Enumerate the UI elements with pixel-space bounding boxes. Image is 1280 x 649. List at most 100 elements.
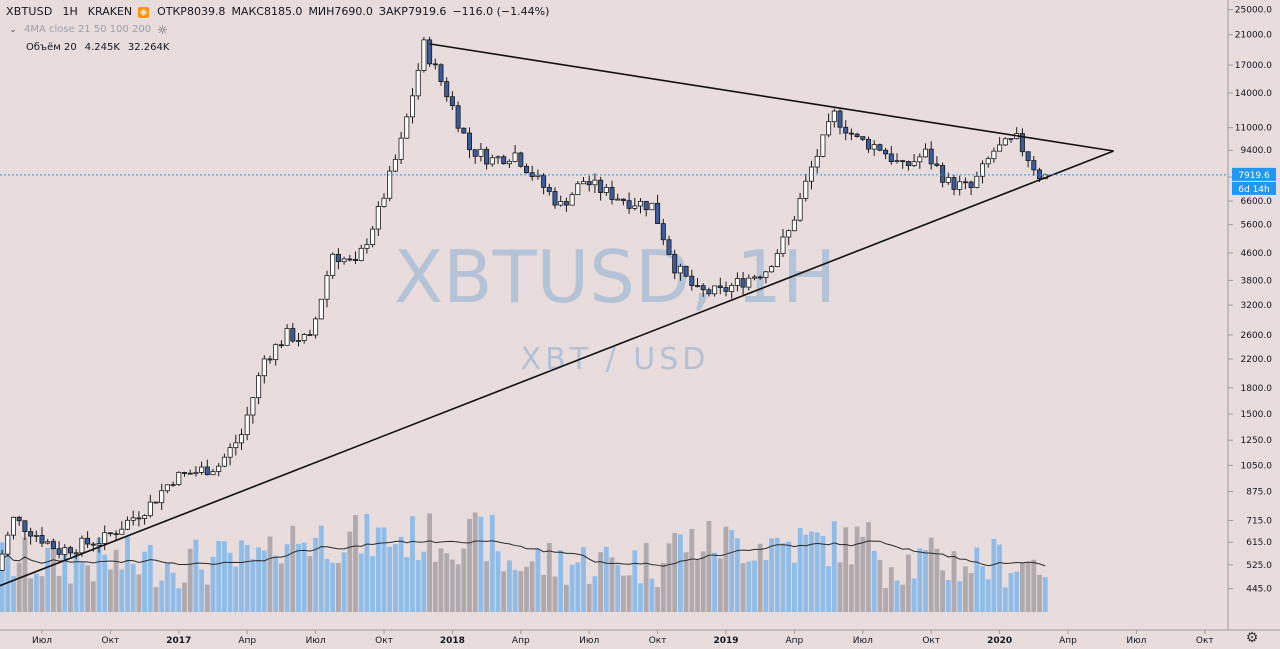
volume-bar [233, 566, 239, 612]
candle [911, 161, 917, 166]
volume-bar [712, 552, 717, 612]
volume-bar [507, 560, 512, 612]
candle [455, 105, 461, 129]
candle [581, 181, 587, 185]
volume-bar [643, 542, 649, 612]
price-tick-label: 2200.0 [1241, 355, 1273, 365]
volume-bar [951, 551, 957, 612]
volume-bar [39, 576, 45, 612]
volume-bar [56, 575, 62, 612]
volume-bar [695, 560, 700, 612]
volume-bar [997, 544, 1002, 612]
time-axis[interactable]: Июл Окт 2017 Апр Июл Окт 2018 Апр Июл Окт 2019 Апр И… [32, 630, 1214, 646]
candle [683, 265, 689, 277]
volume-bar [153, 587, 159, 612]
volume-bar [575, 562, 581, 612]
current-price-badge [1232, 167, 1276, 181]
candle [603, 187, 609, 193]
exchange-logo-icon [138, 6, 150, 18]
volume-bar [529, 561, 535, 612]
volume-bar [336, 562, 341, 612]
volume-bar [444, 553, 450, 612]
volume-bar [803, 534, 809, 612]
candle [672, 254, 678, 274]
volume-bar [700, 551, 706, 612]
time-tick-label: Апр [786, 636, 804, 646]
candle [786, 230, 792, 238]
volume-row[interactable]: Объём 20 4.245K 32.264K [6, 39, 555, 57]
time-tick-label: Окт [922, 636, 940, 646]
candle [569, 194, 575, 206]
candle [324, 275, 330, 300]
candle [221, 456, 227, 467]
ohlc-open: ОТКР8039.8 [157, 5, 226, 18]
time-tick-label: Июл [306, 636, 326, 646]
time-tick-label: 2018 [440, 636, 465, 646]
volume-bar [210, 556, 216, 612]
volume-bar [381, 527, 387, 612]
candle [940, 165, 946, 183]
volume-bar [968, 572, 974, 612]
candle [79, 537, 85, 554]
volume-bar [860, 536, 866, 612]
volume-bar [455, 564, 461, 612]
gear-icon[interactable]: ⚙ [1245, 630, 1259, 646]
time-tick-label: Июл [579, 636, 599, 646]
trendlines[interactable] [0, 43, 1114, 587]
volume-bar [11, 575, 16, 612]
volume-bar [877, 559, 883, 612]
candle [609, 187, 615, 200]
volume-bar [621, 575, 626, 612]
volume-bar [79, 562, 85, 612]
candle [894, 160, 900, 163]
candle [620, 198, 626, 202]
candle [638, 200, 644, 207]
volume-bar [267, 536, 273, 612]
volume-bar [51, 539, 56, 612]
volume-bar [626, 575, 632, 612]
candle [5, 534, 11, 555]
candle [854, 133, 860, 138]
candle [695, 285, 701, 288]
candle [586, 181, 592, 186]
volume-bar [239, 540, 244, 612]
candle [96, 543, 102, 546]
interval-label[interactable]: 1H [62, 5, 78, 18]
indicator-row[interactable]: ⌄ 4MA close 21 50 100 200 ☼ [6, 21, 555, 39]
time-tick-label: Окт [1196, 636, 1214, 646]
volume-bar [461, 548, 467, 612]
candle [643, 200, 649, 211]
volume-bar [866, 522, 871, 612]
volume-bar [729, 530, 735, 612]
volume-bar [917, 548, 923, 612]
volume-bar [603, 546, 609, 612]
candle [295, 340, 301, 343]
candle [501, 156, 507, 165]
candle [427, 39, 433, 65]
symbol-name[interactable]: XBTUSD [6, 5, 53, 18]
exchange-label: KRAKEN [87, 5, 133, 18]
candle [945, 177, 951, 183]
indicator-label[interactable]: 4MA close 21 50 100 200 [24, 24, 152, 35]
resistance-trendline[interactable] [429, 43, 1114, 152]
volume-value: 4.245K [84, 42, 120, 53]
candle [706, 289, 712, 295]
eye-hidden-icon[interactable]: ☼ [157, 23, 168, 37]
candle [655, 202, 661, 225]
volume-bar [632, 550, 638, 612]
chevron-down-icon[interactable]: ⌄ [9, 25, 17, 35]
candle [575, 183, 581, 196]
volume-bar [113, 549, 119, 612]
volume-bar [740, 563, 746, 612]
volume-bar [85, 565, 90, 612]
candle [558, 201, 564, 206]
volume-bar [883, 588, 888, 612]
candle [848, 132, 854, 135]
volume-bar [90, 581, 96, 612]
support-trendline[interactable] [0, 150, 1114, 587]
candle [1002, 138, 1008, 146]
price-axis[interactable]: 25000.0 21000.0 17000.0 14000.0 11000.0 9400.… [1228, 6, 1272, 595]
candle [318, 298, 324, 320]
volume-label[interactable]: Объём 20 [26, 42, 77, 53]
